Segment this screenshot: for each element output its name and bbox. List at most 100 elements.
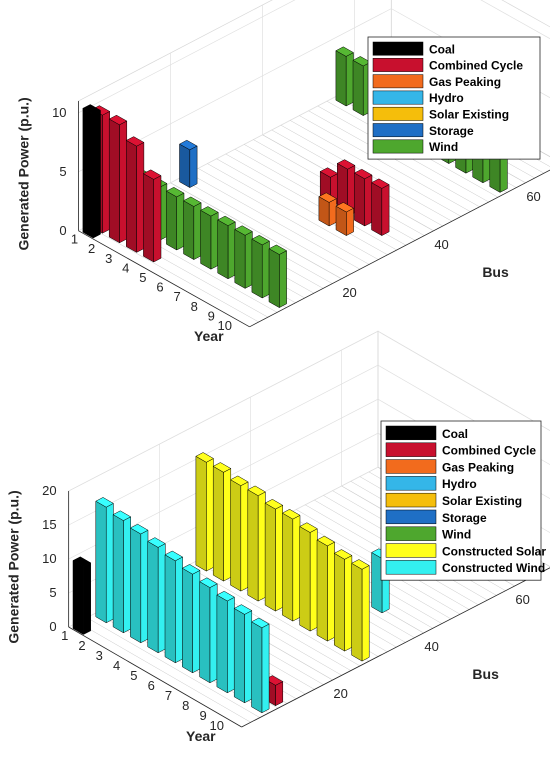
year-tick-label: 10 [210, 718, 224, 733]
floor-line [198, 168, 370, 265]
power-tick-label: 5 [59, 164, 66, 179]
power-tick-label: 0 [49, 619, 56, 634]
bar-wind [217, 215, 236, 280]
bus-tick-label: 40 [434, 237, 448, 252]
floor-line [207, 163, 379, 260]
legend-entry: Storage [442, 511, 487, 525]
year-axis-label: Year [186, 728, 216, 744]
legend-entry: Hydro [429, 91, 464, 105]
bar-constructed-solar [195, 452, 215, 572]
bar-constructed-solar [333, 549, 353, 652]
year-tick-label: 5 [139, 270, 146, 285]
z-gridline [78, 0, 550, 114]
legend-swatch [385, 425, 437, 441]
floor-line [216, 158, 388, 256]
year-tick-label: 8 [182, 698, 189, 713]
year-tick-label: 6 [148, 678, 155, 693]
bar-wind [165, 187, 185, 251]
bar-constructed-solar [351, 559, 370, 662]
axes-lines [78, 101, 550, 328]
bar-constructed-solar [264, 499, 284, 612]
legend-swatch [372, 123, 424, 138]
bar-constructed-wind [147, 537, 166, 654]
bar-combined-cycle [108, 114, 128, 244]
year-tick-label: 4 [113, 658, 120, 673]
year-tick-label: 6 [156, 280, 163, 295]
legend-entry: Wind [429, 140, 458, 154]
bus-tick-label: 20 [333, 686, 347, 701]
floor-line [225, 153, 397, 251]
legend-entry: Gas Peaking [442, 460, 514, 474]
bar-constructed-wind [216, 590, 236, 694]
bar-wind [234, 225, 253, 289]
bar-constructed-wind [129, 523, 149, 644]
year-tick-label: 4 [122, 260, 129, 275]
z-gridline [68, 330, 550, 492]
floor-line [290, 120, 462, 217]
legend-entry: Hydro [442, 477, 477, 491]
year-tick-label: 2 [88, 241, 95, 256]
bar-gas-peaking [335, 202, 355, 237]
legend-swatch [385, 492, 437, 508]
legend-swatch [385, 526, 437, 541]
bar-wind [251, 235, 271, 299]
legend-swatch [385, 442, 437, 457]
bar-gas-peaking [318, 192, 338, 227]
legend-entry: Solar Existing [429, 108, 509, 122]
legend-swatch [385, 560, 437, 575]
bus-axis-label: Bus [472, 666, 499, 682]
bar-constructed-solar [247, 485, 266, 602]
bar-combined-cycle [353, 168, 373, 227]
legend-swatch [385, 459, 437, 474]
legend-entry: Constructed Solar [442, 544, 546, 558]
bar-combined-cycle [142, 169, 162, 263]
year-tick-label: 1 [61, 628, 68, 643]
legend-entry: Coal [429, 42, 455, 56]
bar-constructed-solar [212, 462, 232, 582]
power-tick-label: 10 [52, 105, 66, 120]
bar-wind [200, 206, 219, 270]
power-axis-label: Generated Power (p.u.) [6, 490, 22, 643]
bar-storage [178, 139, 198, 189]
bar-wind [182, 196, 202, 261]
year-tick-label: 8 [191, 299, 198, 314]
legend-entry: Gas Peaking [429, 75, 501, 89]
power-tick-label: 10 [42, 551, 56, 566]
bar-constructed-wind [181, 564, 201, 674]
bus-axis-line [249, 169, 550, 328]
legend-entry: Storage [429, 124, 474, 138]
bar-constructed-wind [233, 604, 253, 704]
bar-constructed-solar [229, 475, 249, 592]
floor-line [86, 617, 260, 718]
power-tick-label: 20 [42, 483, 56, 498]
floor-line [299, 115, 471, 212]
bus-axis-line [241, 567, 550, 728]
legend-swatch [372, 74, 424, 89]
bar-wind [335, 46, 355, 107]
bar-constructed-wind [250, 617, 270, 714]
year-axis-line [78, 230, 250, 328]
bar-coal [72, 556, 92, 635]
bus-axis-label: Bus [482, 264, 509, 280]
chart-panel-bottom: 1234567891020406005101520YearBusGenerate… [6, 330, 550, 744]
legend-swatch [385, 476, 437, 491]
year-tick-label: 7 [173, 289, 180, 304]
floor-line [77, 622, 251, 723]
axes-lines [68, 491, 550, 728]
legend: Coal Combined Cycle Gas Peaking Hydro Solar … [367, 36, 541, 160]
year-tick-label: 2 [78, 638, 85, 653]
bus-tick-label: 60 [526, 189, 540, 204]
legend-swatch [372, 58, 424, 72]
year-tick-label: 9 [199, 708, 206, 723]
floor-line [188, 172, 361, 270]
bar-constructed-wind [199, 577, 218, 684]
bars [82, 46, 508, 309]
year-axis-label: Year [194, 328, 224, 344]
bus-tick-label: 40 [424, 639, 438, 654]
legend-swatch [385, 543, 437, 558]
floor-line [186, 565, 361, 667]
